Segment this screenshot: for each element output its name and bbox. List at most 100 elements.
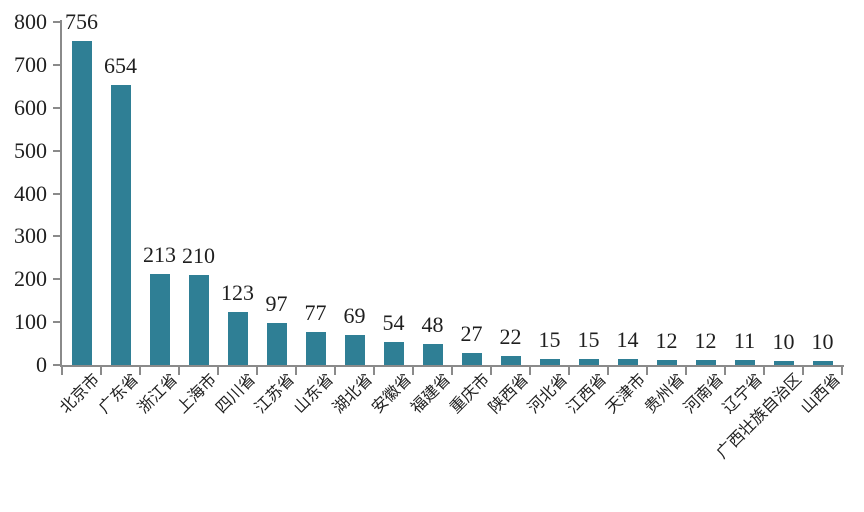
y-axis-tick-label: 500 [14, 137, 47, 163]
x-axis-category-label: 贵州省 [642, 371, 689, 417]
x-axis-tick [334, 367, 336, 375]
x-axis-tick [373, 367, 375, 375]
y-axis-tick [53, 63, 60, 66]
x-axis-tick [490, 367, 492, 375]
bar [500, 356, 521, 365]
bar [110, 85, 131, 365]
bar-value-label: 69 [343, 303, 366, 328]
y-axis-tick-label: 600 [14, 94, 47, 120]
x-axis-tick [568, 367, 570, 375]
x-axis-category-label: 浙江省 [135, 371, 182, 417]
y-axis-tick-label: 700 [14, 51, 47, 77]
bar-value-label: 27 [460, 321, 483, 346]
y-axis-tick-label: 200 [14, 266, 47, 292]
x-axis-category-label: 福建省 [408, 371, 455, 417]
y-axis-tick-label: 800 [14, 9, 47, 34]
y-axis-tick-label: 400 [14, 180, 47, 206]
x-axis-category-label: 陕西省 [486, 371, 533, 417]
y-axis-tick [53, 21, 60, 23]
x-axis-tick [178, 367, 180, 375]
bar-value-label: 54 [382, 310, 405, 335]
bar-value-label: 10 [811, 329, 834, 354]
bar [188, 275, 209, 365]
bar [344, 335, 365, 365]
bar-value-label: 210 [182, 243, 215, 268]
x-axis-tick [217, 367, 219, 375]
x-axis-tick [256, 367, 258, 375]
bar [149, 274, 170, 365]
bar-value-label: 14 [616, 327, 639, 352]
x-axis-category-label: 湖北省 [330, 371, 377, 417]
x-axis-category-label: 四川省 [213, 371, 260, 417]
bar-value-label: 756 [65, 9, 98, 34]
y-axis-tick [53, 278, 60, 281]
y-axis-tick-label: 300 [14, 223, 47, 249]
x-axis-category-label: 河南省 [681, 371, 728, 417]
bar [773, 361, 794, 365]
y-axis-tick [53, 192, 60, 195]
bar-value-label: 15 [577, 327, 600, 352]
x-axis-category-label: 上海市 [174, 371, 221, 417]
x-axis-tick [724, 367, 726, 375]
bar-value-label: 22 [499, 324, 522, 349]
bar-value-label: 10 [772, 329, 795, 354]
x-axis-tick [802, 367, 804, 375]
bar-value-label: 77 [304, 300, 327, 325]
bar-value-label: 12 [694, 328, 717, 353]
bar [227, 312, 248, 365]
y-axis-line [60, 20, 62, 367]
bar-value-label: 48 [421, 312, 444, 337]
bar [266, 323, 287, 365]
x-axis-category-label: 北京市 [57, 371, 104, 417]
x-axis-tick [607, 367, 609, 375]
bar [461, 353, 482, 365]
x-axis-tick [61, 367, 63, 375]
x-axis-category-label: 山东省 [291, 371, 338, 417]
x-axis-tick [451, 367, 453, 375]
x-axis-tick [841, 367, 843, 375]
y-axis-tick [53, 106, 60, 109]
x-axis-tick [685, 367, 687, 375]
x-axis-tick [529, 367, 531, 375]
bar [422, 344, 443, 365]
x-axis-tick [646, 367, 648, 375]
bar [71, 41, 92, 365]
x-axis-category-label: 山西省 [798, 371, 845, 417]
x-axis-tick [763, 367, 765, 375]
x-axis-category-label: 天津市 [603, 371, 650, 417]
bar [812, 361, 833, 365]
x-axis-category-label: 江西省 [564, 371, 611, 417]
bar [617, 359, 638, 365]
bar [734, 360, 755, 365]
x-axis-category-label: 河北省 [525, 371, 572, 417]
bar-value-label: 97 [265, 291, 288, 316]
bar [383, 342, 404, 365]
bar [695, 360, 716, 365]
x-axis-tick [100, 367, 102, 375]
x-axis-category-label: 广东省 [96, 371, 143, 417]
bar [539, 359, 560, 365]
x-axis-category-label: 安徽省 [369, 371, 416, 417]
bar-value-label: 12 [655, 328, 678, 353]
x-axis-category-label: 江苏省 [252, 371, 299, 417]
bar-value-label: 123 [221, 280, 254, 305]
y-axis-tick [53, 321, 60, 324]
x-axis-line [60, 365, 844, 367]
bar-value-label: 15 [538, 327, 561, 352]
x-axis-tick [139, 367, 141, 375]
x-axis-category-label: 重庆市 [447, 371, 494, 417]
x-axis-tick [295, 367, 297, 375]
bar-value-label: 11 [733, 328, 756, 353]
bar [578, 359, 599, 365]
y-axis-tick-label: 0 [36, 352, 47, 377]
y-axis-tick [53, 149, 60, 152]
bar [656, 360, 677, 365]
bar-value-label: 213 [143, 242, 176, 267]
bar-value-label: 654 [104, 53, 137, 78]
y-axis-tick [53, 235, 60, 238]
bar [305, 332, 326, 365]
y-axis-tick [53, 364, 60, 366]
x-axis-tick [412, 367, 414, 375]
